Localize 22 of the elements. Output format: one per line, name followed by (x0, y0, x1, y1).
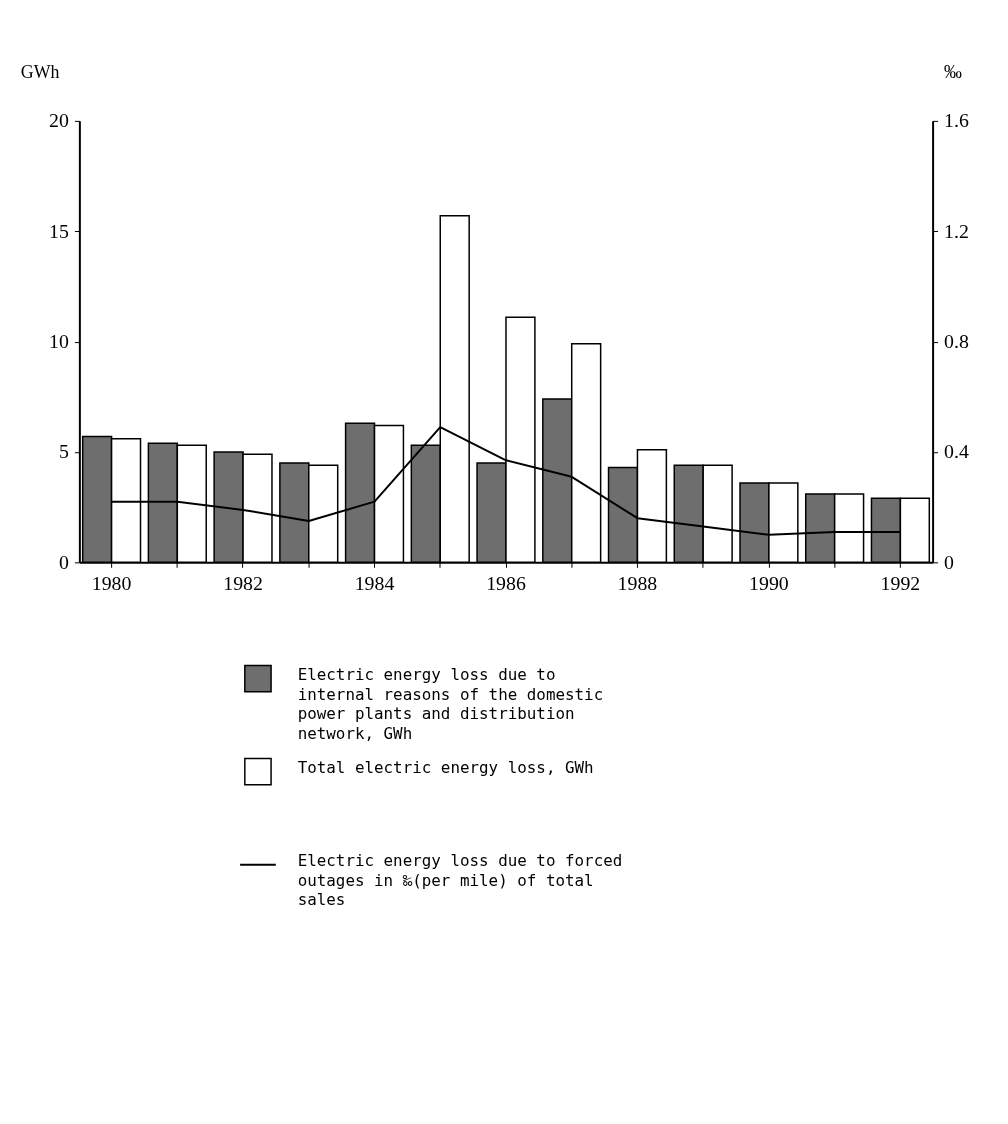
legend-label: Electric energy loss due to forced outages in ‰(per mile) of total sales (297, 850, 623, 910)
y-tick-label: 10 (49, 330, 70, 353)
y-tick-label: 15 (49, 219, 70, 242)
y2-tick-label: 0.8 (944, 330, 969, 353)
y2-tick-label: 0.4 (944, 440, 969, 463)
legend-label: Electric energy loss due to internal reasons of the domestic power plants and distribution network, GWh (297, 664, 604, 744)
y-tick-label: 5 (59, 440, 70, 463)
x-tick-label: 1986 (486, 571, 526, 594)
x-tick-label: 1982 (223, 571, 263, 594)
y-tick-label: 0 (59, 550, 70, 573)
y-axis-title: GWh (20, 61, 60, 82)
y2-tick-label: 1.2 (944, 219, 969, 242)
x-tick-label: 1990 (749, 571, 789, 594)
y2-tick-label: 1.6 (944, 109, 969, 132)
y2-axis-title: ‰ (944, 61, 963, 82)
legend-label: Total electric energy loss, GWh (297, 757, 594, 777)
x-tick-label: 1980 (91, 571, 132, 594)
x-tick-label: 1988 (617, 571, 658, 594)
x-tick-label: 1984 (354, 571, 395, 594)
y-tick-label: 20 (49, 109, 70, 132)
x-tick-label: 1992 (880, 571, 921, 594)
y2-tick-label: 0 (944, 550, 955, 573)
